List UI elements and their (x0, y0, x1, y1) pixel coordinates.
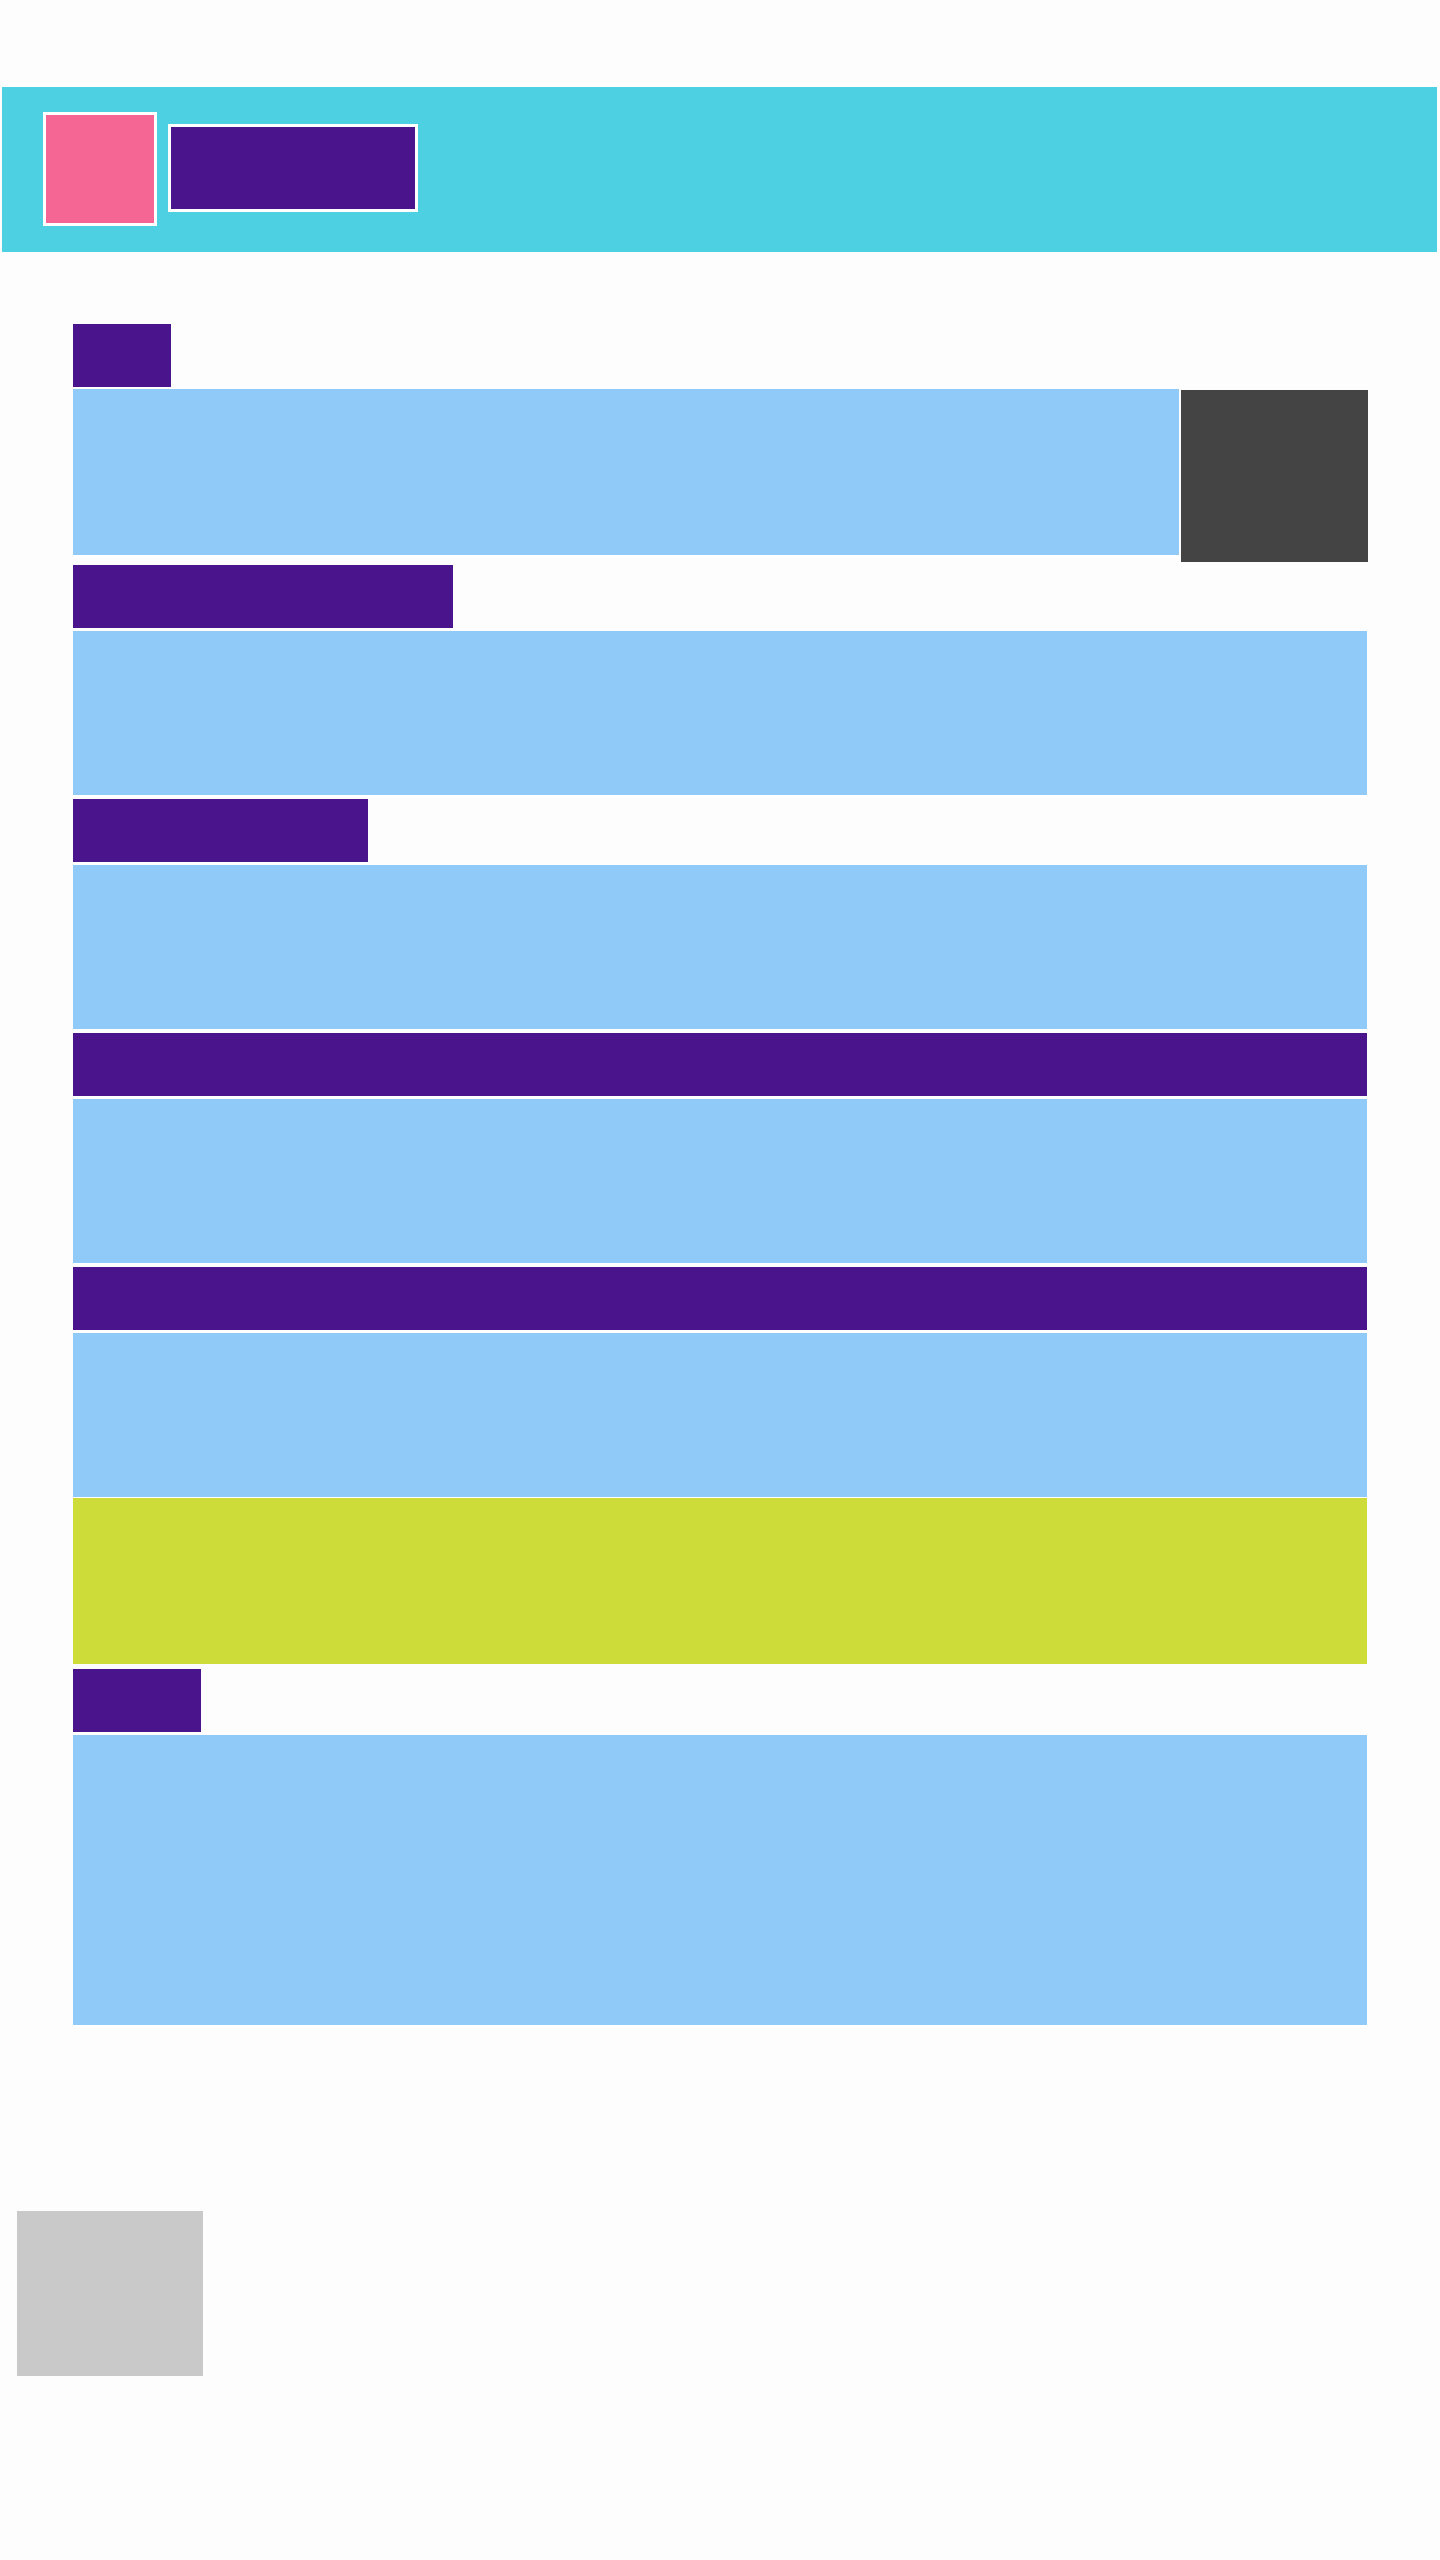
field-label-1 (73, 324, 171, 389)
field-input-3[interactable] (73, 865, 1367, 1031)
field-label-4 (73, 1033, 1367, 1098)
image-placeholder-icon (17, 2211, 203, 2376)
field-input-5[interactable] (73, 1333, 1367, 1499)
field-label-6 (73, 1669, 201, 1734)
submit-button[interactable] (73, 1498, 1367, 1664)
side-action-block[interactable] (1181, 390, 1368, 562)
field-label-3 (73, 799, 368, 864)
field-label-2 (73, 565, 453, 630)
app-logo-icon[interactable] (43, 112, 157, 226)
field-textarea-6[interactable] (73, 1735, 1367, 2027)
field-input-2[interactable] (73, 631, 1367, 797)
field-label-5 (73, 1267, 1367, 1332)
field-input-4[interactable] (73, 1099, 1367, 1265)
field-input-1[interactable] (73, 389, 1179, 557)
app-title (168, 124, 418, 212)
